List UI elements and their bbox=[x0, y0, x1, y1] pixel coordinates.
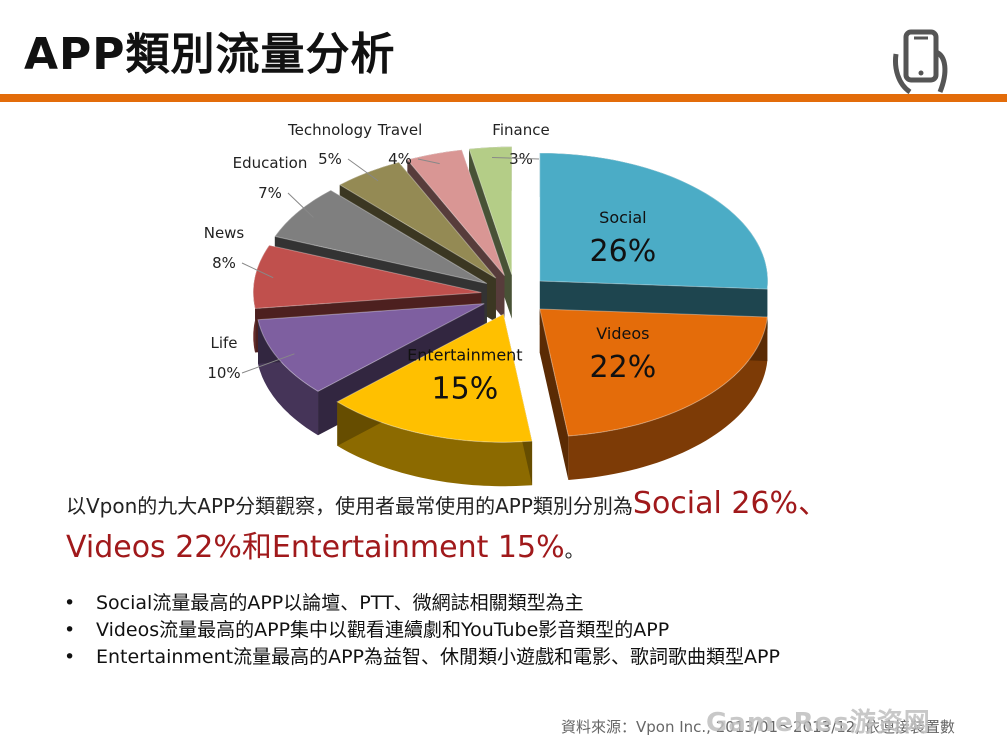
slice-value-label: 5% bbox=[318, 150, 342, 168]
leader-line bbox=[347, 158, 379, 182]
pie-slice-videos bbox=[539, 308, 768, 480]
smartphone-hand-icon bbox=[893, 29, 948, 94]
slice-name-label: News bbox=[204, 224, 245, 242]
bullet-icon: • bbox=[64, 646, 76, 668]
leader-line bbox=[241, 262, 274, 279]
bullet-text: Entertainment流量最高的APP為益智、休閒類小遊戲和電影、歌詞歌曲類… bbox=[96, 646, 780, 668]
bullet-item: • Social流量最高的APP以論壇、PTT、微網誌相關類型為主 bbox=[64, 590, 780, 617]
bullet-icon: • bbox=[64, 619, 76, 641]
bullet-item: • Videos流量最高的APP集中以觀看連續劇和YouTube影音類型的APP bbox=[64, 617, 780, 644]
slice-value-label: 26% bbox=[590, 234, 657, 269]
leader-line bbox=[287, 192, 314, 218]
bullet-icon: • bbox=[64, 592, 76, 614]
summary-end: 。 bbox=[564, 538, 585, 562]
leader-line bbox=[241, 353, 295, 374]
title-underline-bar bbox=[0, 94, 1007, 102]
slice-value-label: 7% bbox=[258, 184, 282, 202]
bullet-text: Social流量最高的APP以論壇、PTT、微網誌相關類型為主 bbox=[96, 592, 584, 614]
slice-value-label: 8% bbox=[212, 254, 236, 272]
watermark: GameRes游资网 bbox=[706, 708, 931, 738]
source-note: 資料來源：Vpon Inc., 2013/01～2013/12, 依連接裝置數 bbox=[561, 718, 955, 736]
leader-line bbox=[417, 158, 440, 165]
slice-value-label: 4% bbox=[388, 150, 412, 168]
pie-chart: Social 26% Videos 22% Entertainment 15% Life 10… bbox=[204, 121, 769, 487]
pie-slice-entertainment bbox=[336, 313, 533, 487]
slice-value-label: 15% bbox=[432, 371, 499, 406]
slice-name-label: Entertainment bbox=[407, 345, 522, 364]
summary-line: 以Vpon的九大APP分類觀察，使用者最常使用的APP類別分別為 bbox=[66, 494, 633, 518]
slice-name-label: Education bbox=[233, 154, 308, 172]
leader-line bbox=[492, 156, 540, 160]
slice-name-label: Travel bbox=[377, 121, 423, 139]
summary-highlight-videos: Videos 22%和Entertainment 15% bbox=[66, 530, 565, 565]
bullet-item: • Entertainment流量最高的APP為益智、休閒類小遊戲和電影、歌詞歌曲… bbox=[64, 644, 780, 671]
slice-value-label: 3% bbox=[509, 150, 533, 168]
slice-value-label: 22% bbox=[590, 350, 657, 385]
summary-text: 以Vpon的九大APP分類觀察，使用者最常使用的APP類別分別為Social 2… bbox=[66, 484, 966, 572]
slice-value-label: 10% bbox=[207, 364, 240, 382]
slice-name-label: Videos bbox=[596, 324, 649, 343]
page-title: APP類別流量分析 bbox=[24, 29, 396, 80]
slice-name-label: Technology bbox=[287, 121, 372, 139]
slice-name-label: Finance bbox=[492, 121, 549, 139]
slice-name-label: Social bbox=[599, 208, 646, 227]
slice-name-label: Life bbox=[210, 334, 237, 352]
bullet-text: Videos流量最高的APP集中以觀看連續劇和YouTube影音類型的APP bbox=[96, 619, 670, 641]
bullet-list: • Social流量最高的APP以論壇、PTT、微網誌相關類型為主 • Videos… bbox=[64, 590, 780, 671]
summary-highlight-social: Social 26%、 bbox=[632, 486, 829, 521]
